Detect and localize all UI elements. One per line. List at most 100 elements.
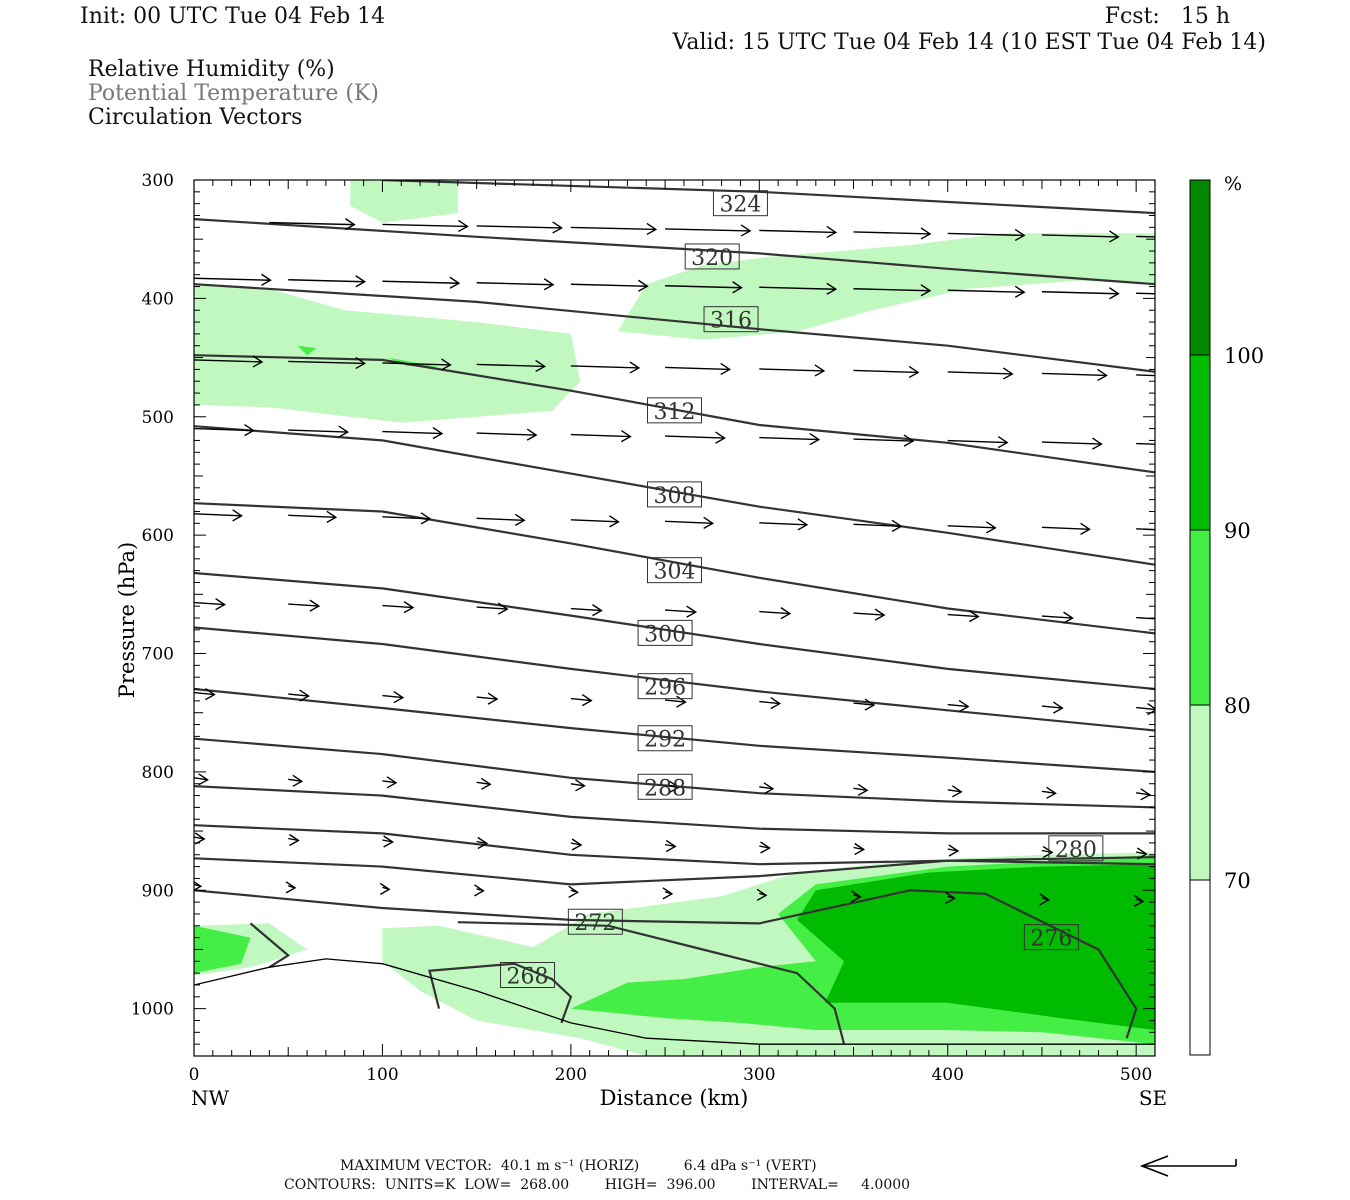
circulation-vector xyxy=(476,363,545,368)
circulation-vector xyxy=(382,516,431,520)
contour-label-box xyxy=(647,557,702,584)
rh-region-70 xyxy=(618,233,1155,340)
circulation-vector xyxy=(853,612,885,616)
theta-contour-324 xyxy=(382,180,1155,215)
circulation-vector xyxy=(759,436,819,441)
contour-label-300: 300 xyxy=(644,622,686,647)
rh-region-70 xyxy=(194,283,581,423)
circulation-vector-head xyxy=(1158,614,1167,625)
circulation-vector-head xyxy=(383,835,394,848)
circulation-vector-head xyxy=(261,273,272,286)
circulation-vector-head xyxy=(514,513,526,526)
circulation-vector-head xyxy=(703,516,715,529)
circulation-vector xyxy=(194,777,208,781)
contour-label-312: 312 xyxy=(654,400,696,425)
contour-label-324: 324 xyxy=(719,193,761,218)
contour-label-box xyxy=(637,619,693,646)
circulation-vector xyxy=(665,520,713,525)
contour-label-316: 316 xyxy=(710,309,752,334)
circulation-vector-head xyxy=(1002,367,1014,380)
rh-region-80 xyxy=(297,345,317,356)
circulation-vector xyxy=(1136,616,1155,620)
colorbar-segment xyxy=(1190,880,1210,1055)
circulation-vector xyxy=(759,229,836,234)
circulation-vector xyxy=(194,601,225,606)
circulation-vector-head xyxy=(920,284,932,297)
circulation-vector xyxy=(570,519,619,523)
circulation-vector-head xyxy=(568,885,580,898)
circulation-vector-head xyxy=(864,698,876,711)
circulation-vector-head xyxy=(1080,522,1091,535)
circulation-vector-head xyxy=(951,785,963,798)
x-tick-label: 200 xyxy=(555,1065,587,1085)
circulation-vector xyxy=(665,699,686,703)
circulation-vector-head xyxy=(526,428,538,441)
circulation-vector-head xyxy=(646,222,658,236)
circulation-vector-head xyxy=(780,607,792,620)
circulation-vector xyxy=(1136,528,1155,531)
circulation-vector-head xyxy=(326,510,338,523)
fcst-value: 15 h xyxy=(1180,4,1230,29)
contour-label-276: 276 xyxy=(1030,927,1072,952)
circulation-vector xyxy=(759,368,824,372)
circulation-vector xyxy=(288,693,309,697)
circulation-vector xyxy=(269,221,355,226)
circulation-vector-head xyxy=(1175,525,1184,536)
footer-max-vector: MAXIMUM VECTOR: 40.1 m s⁻¹ (HORIZ) 6.4 d… xyxy=(340,1158,817,1174)
colorbar-segment xyxy=(1190,705,1210,880)
circulation-vector-head xyxy=(968,610,980,623)
circulation-vector-head xyxy=(1092,437,1103,450)
theta-contour-296 xyxy=(194,626,1155,732)
circulation-vector-head xyxy=(571,838,583,851)
circulation-vector xyxy=(665,228,751,232)
circulation-vector-head xyxy=(1042,845,1054,859)
circulation-vector xyxy=(288,279,365,283)
reference-vector-head xyxy=(1139,1155,1169,1177)
rh-region-80 xyxy=(194,925,251,974)
circulation-vector-head xyxy=(194,880,203,891)
circulation-vector xyxy=(665,366,730,371)
colorbar-segment xyxy=(1190,355,1210,530)
circulation-vector-head xyxy=(205,687,216,701)
circulation-vector-head xyxy=(592,604,603,617)
circulation-vector xyxy=(853,523,902,528)
circulation-vector xyxy=(665,285,742,289)
legend-rh: Relative Humidity (%) xyxy=(88,57,335,82)
circulation-vector-head xyxy=(763,782,775,795)
colorbar-segment xyxy=(1190,530,1210,705)
contour-label-box xyxy=(703,306,759,333)
theta-contour-316 xyxy=(194,283,1155,373)
circulation-vector xyxy=(288,778,302,783)
circulation-vector xyxy=(288,360,365,365)
contour-label-280: 280 xyxy=(1055,838,1097,863)
circulation-vector-head xyxy=(1109,230,1120,243)
circulation-vector xyxy=(476,606,508,610)
circulation-vector xyxy=(476,517,525,522)
circulation-vector-head xyxy=(581,693,593,707)
circulation-vector xyxy=(947,439,1008,444)
theta-contour xyxy=(457,921,846,1045)
forecast-hour: Fcst: 15 h xyxy=(1105,5,1230,29)
circulation-vector-head xyxy=(215,598,226,611)
circulation-vector xyxy=(288,603,319,607)
circulation-vector xyxy=(194,691,215,696)
circulation-vector-head xyxy=(874,608,886,621)
reference-vector xyxy=(1139,1155,1237,1177)
circulation-vector xyxy=(476,432,537,436)
contour-label-box xyxy=(500,962,556,989)
colorbar-segment xyxy=(1190,180,1210,355)
x-axis-title: Distance (km) xyxy=(600,1086,749,1110)
circulation-vector-head xyxy=(732,281,743,294)
circulation-vector xyxy=(1041,526,1090,531)
circulation-vector-head xyxy=(449,276,461,289)
contour-label-box xyxy=(1023,924,1079,951)
circulation-vector xyxy=(664,784,679,789)
x-end-label-right: SE xyxy=(1139,1086,1167,1110)
circulation-vector xyxy=(947,371,1013,375)
circulation-vector xyxy=(665,435,725,439)
circulation-vector-head xyxy=(477,836,489,850)
y-tick-label: 400 xyxy=(142,289,174,309)
circulation-vector xyxy=(382,694,403,699)
circulation-vector-head xyxy=(1136,847,1148,860)
